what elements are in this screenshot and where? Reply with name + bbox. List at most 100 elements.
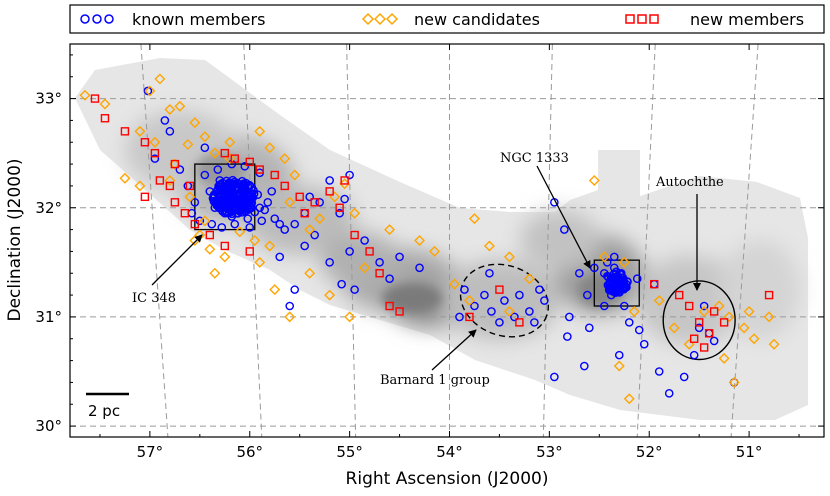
point-new-candidates — [264, 240, 276, 252]
x-tick-label: 51° — [736, 443, 763, 461]
x-tick-label: 55° — [336, 443, 363, 461]
point-known-members — [245, 223, 255, 232]
legend-marker-known-members — [92, 14, 102, 24]
point-new-members — [465, 312, 474, 322]
point-new-members — [185, 181, 195, 191]
point-known-members — [614, 350, 624, 360]
point-known-members — [217, 204, 227, 213]
ngc1333-arrow — [536, 165, 591, 269]
point-new-candidates — [748, 333, 760, 345]
point-new-candidates — [249, 235, 261, 246]
point-new-members — [385, 301, 394, 311]
point-known-members — [240, 161, 250, 171]
point-known-members — [213, 165, 223, 174]
point-new-candidates — [79, 89, 91, 101]
point-known-members — [270, 214, 280, 223]
point-known-members — [563, 332, 572, 341]
extinction-cloud — [720, 240, 800, 340]
legend-label-known-members: known members — [132, 10, 265, 29]
point-new-candidates — [164, 104, 176, 115]
point-new-candidates — [264, 142, 276, 154]
autochthe-label: Autochthe — [655, 175, 724, 190]
point-new-members — [245, 157, 254, 167]
point-known-members — [337, 279, 346, 289]
point-new-members — [650, 279, 659, 289]
point-known-members — [225, 179, 234, 188]
point-known-members — [694, 323, 704, 333]
point-known-members — [585, 323, 594, 333]
point-known-members — [664, 389, 674, 398]
point-known-members — [340, 194, 349, 204]
point-known-members — [239, 201, 249, 211]
point-known-members — [360, 236, 369, 245]
point-new-members — [325, 187, 334, 196]
point-new-members — [515, 318, 524, 327]
extinction-cloud — [320, 232, 400, 288]
point-new-candidates — [269, 284, 281, 296]
ic348-arrow — [151, 234, 203, 286]
point-new-candidates — [723, 311, 735, 323]
point-new-members — [220, 148, 229, 158]
point-known-members — [200, 143, 210, 153]
point-new-members — [220, 241, 229, 251]
scale-bar-label: 2 pc — [88, 402, 120, 420]
point-known-members — [238, 192, 247, 201]
legend-marker-new-members — [649, 14, 659, 24]
point-new-members — [120, 127, 130, 136]
legend-label-new-candidates: new candidates — [414, 10, 540, 29]
point-new-candidates — [763, 311, 775, 323]
point-new-candidates — [623, 393, 635, 405]
point-new-candidates — [359, 262, 371, 274]
point-new-members — [350, 230, 359, 240]
point-known-members — [415, 263, 424, 273]
point-known-members — [709, 336, 719, 346]
legend-marker-new-candidates — [373, 12, 387, 26]
point-known-members — [230, 219, 240, 229]
scale-bar: 2 pc — [86, 392, 129, 420]
data-points — [79, 73, 780, 405]
grid-line-x — [542, 44, 553, 437]
point-new-candidates — [503, 305, 515, 317]
point-new-candidates — [523, 273, 535, 285]
point-known-members — [210, 192, 219, 201]
legend-marker-new-candidates — [361, 12, 375, 26]
point-known-members — [460, 285, 469, 294]
region-ellipse — [459, 263, 550, 338]
point-new-candidates — [199, 131, 211, 143]
point-known-members — [535, 285, 544, 294]
legend-marker-known-members — [104, 14, 114, 24]
point-new-candidates — [588, 174, 600, 186]
point-known-members — [619, 301, 629, 311]
point-known-members — [611, 269, 620, 279]
point-new-members — [140, 138, 150, 147]
x-tick-label: 54° — [436, 443, 463, 461]
legend-frame — [69, 4, 825, 34]
point-known-members — [160, 116, 170, 125]
x-axis-title: Right Ascension (J2000) — [346, 469, 549, 489]
legend-marker-new-candidates — [385, 12, 399, 26]
point-new-candidates — [174, 100, 186, 112]
point-new-members — [90, 94, 100, 103]
point-known-members — [150, 154, 160, 163]
point-new-members — [365, 247, 374, 256]
plot-frame — [69, 43, 825, 438]
point-known-members — [613, 277, 623, 286]
point-new-candidates — [728, 376, 740, 388]
point-known-members — [480, 290, 489, 300]
ngc1333-label: NGC 1333 — [500, 151, 569, 166]
point-known-members — [654, 367, 664, 376]
point-new-members — [295, 192, 304, 202]
point-known-members — [470, 301, 479, 311]
extinction-cloud — [635, 255, 745, 345]
point-new-candidates — [468, 213, 480, 225]
grid-line-x — [730, 44, 759, 437]
point-new-candidates — [144, 85, 156, 97]
point-known-members — [211, 198, 220, 208]
point-known-members — [315, 197, 324, 207]
point-known-members — [305, 192, 314, 202]
x-tick-label: 57° — [137, 443, 164, 461]
point-new-candidates — [344, 311, 356, 323]
point-known-members — [624, 318, 634, 327]
point-new-members — [704, 329, 714, 338]
